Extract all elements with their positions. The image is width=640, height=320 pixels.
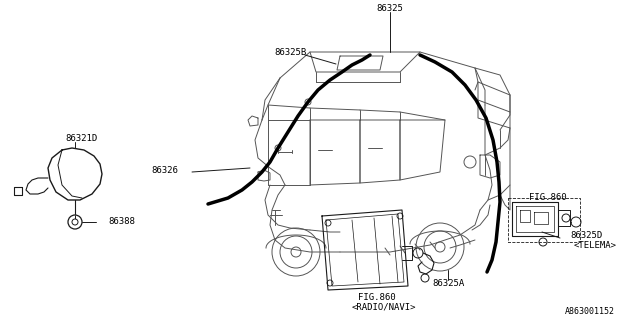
Text: <TELEMA>: <TELEMA> [574, 242, 617, 251]
Text: 86321D: 86321D [65, 133, 97, 142]
Text: 86388: 86388 [108, 218, 135, 227]
Text: <RADIO/NAVI>: <RADIO/NAVI> [352, 302, 417, 311]
Text: FIG.860: FIG.860 [529, 194, 567, 203]
Text: 86325D: 86325D [570, 231, 602, 241]
Text: 86325: 86325 [376, 4, 403, 12]
Text: A863001152: A863001152 [565, 308, 615, 316]
Text: 86325B: 86325B [274, 47, 306, 57]
Text: FIG.860: FIG.860 [358, 293, 396, 302]
Text: 86326: 86326 [151, 165, 178, 174]
Text: 86325A: 86325A [432, 279, 464, 289]
